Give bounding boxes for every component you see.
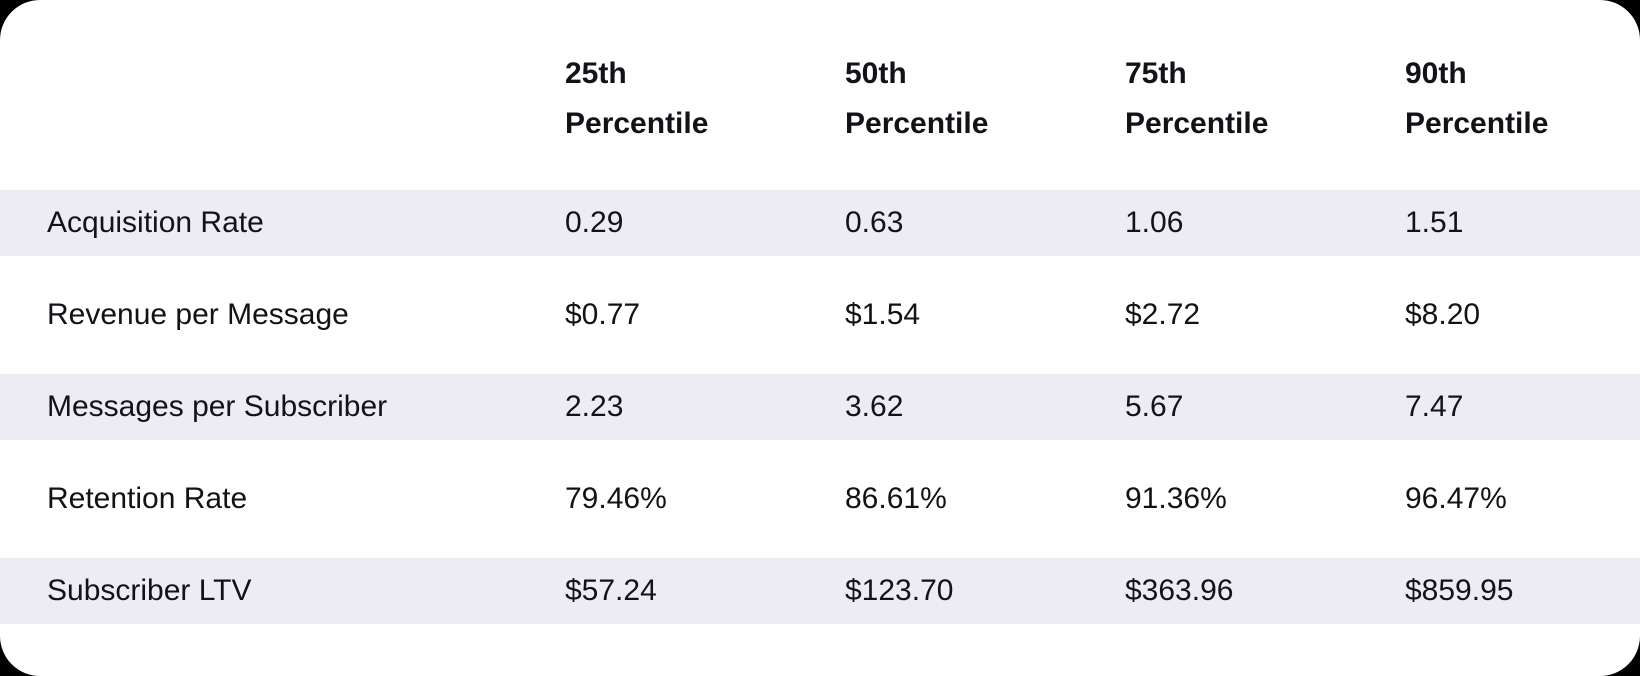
value-cell: 1.51 <box>1405 190 1640 256</box>
value-cell: 5.67 <box>1125 374 1405 440</box>
value-cell: $0.77 <box>565 298 641 331</box>
value-cell: $859.95 <box>1405 558 1640 624</box>
value-cell: 7.47 <box>1405 374 1640 440</box>
value-cell: $1.54 <box>845 298 921 331</box>
row-label: Revenue per Message <box>47 298 349 331</box>
value-cell: 79.46% <box>565 482 667 515</box>
column-header-label: 25th Percentile <box>565 57 709 140</box>
value-cell: $57.24 <box>565 558 845 624</box>
value-cell: $123.70 <box>845 558 1125 624</box>
value-cell: 96.47% <box>1405 482 1507 515</box>
percentile-stats-table: 25th Percentile 50th Percentile 75th Per… <box>0 8 1640 650</box>
row-label: Subscriber LTV <box>0 558 565 624</box>
row-label: Retention Rate <box>47 482 248 515</box>
value-cell: 1.06 <box>1125 190 1405 256</box>
table-row-subscriber-ltv: Subscriber LTV $57.24 $123.70 $363.96 $8… <box>0 558 1640 624</box>
table-row-acquisition-rate: Acquisition Rate 0.29 0.63 1.06 1.51 <box>0 190 1640 256</box>
column-header-50th-percentile: 50th Percentile <box>845 34 1125 164</box>
value-cell: $363.96 <box>1125 558 1405 624</box>
column-header-25th-percentile: 25th Percentile <box>565 34 845 164</box>
table-header: 25th Percentile 50th Percentile 75th Per… <box>0 34 1640 164</box>
table-row-messages-per-subscriber: Messages per Subscriber 2.23 3.62 5.67 7… <box>0 374 1640 440</box>
table-row-retention-rate: Retention Rate 79.46% 86.61% 91.36% 96.4… <box>0 466 1640 532</box>
value-cell: 86.61% <box>845 482 947 515</box>
table-body: Acquisition Rate 0.29 0.63 1.06 1.51 Rev… <box>0 190 1640 624</box>
row-label: Messages per Subscriber <box>0 374 565 440</box>
value-cell: 0.63 <box>845 190 1125 256</box>
value-cell: 91.36% <box>1125 482 1227 515</box>
row-label: Acquisition Rate <box>0 190 565 256</box>
value-cell: 2.23 <box>565 374 845 440</box>
value-cell: $8.20 <box>1405 298 1481 331</box>
value-cell: 3.62 <box>845 374 1125 440</box>
column-header-label: 50th Percentile <box>845 57 989 140</box>
value-cell: 0.29 <box>565 190 845 256</box>
column-header-label: 75th Percentile <box>1125 57 1269 140</box>
column-header-label: 90th Percentile <box>1405 57 1549 140</box>
column-header-90th-percentile: 90th Percentile <box>1405 34 1640 164</box>
value-cell: $2.72 <box>1125 298 1201 331</box>
header-row: 25th Percentile 50th Percentile 75th Per… <box>0 34 1640 164</box>
table-row-revenue-per-message: Revenue per Message $0.77 $1.54 $2.72 $8… <box>0 282 1640 348</box>
column-header-75th-percentile: 75th Percentile <box>1125 34 1405 164</box>
column-header-metric <box>0 34 565 164</box>
